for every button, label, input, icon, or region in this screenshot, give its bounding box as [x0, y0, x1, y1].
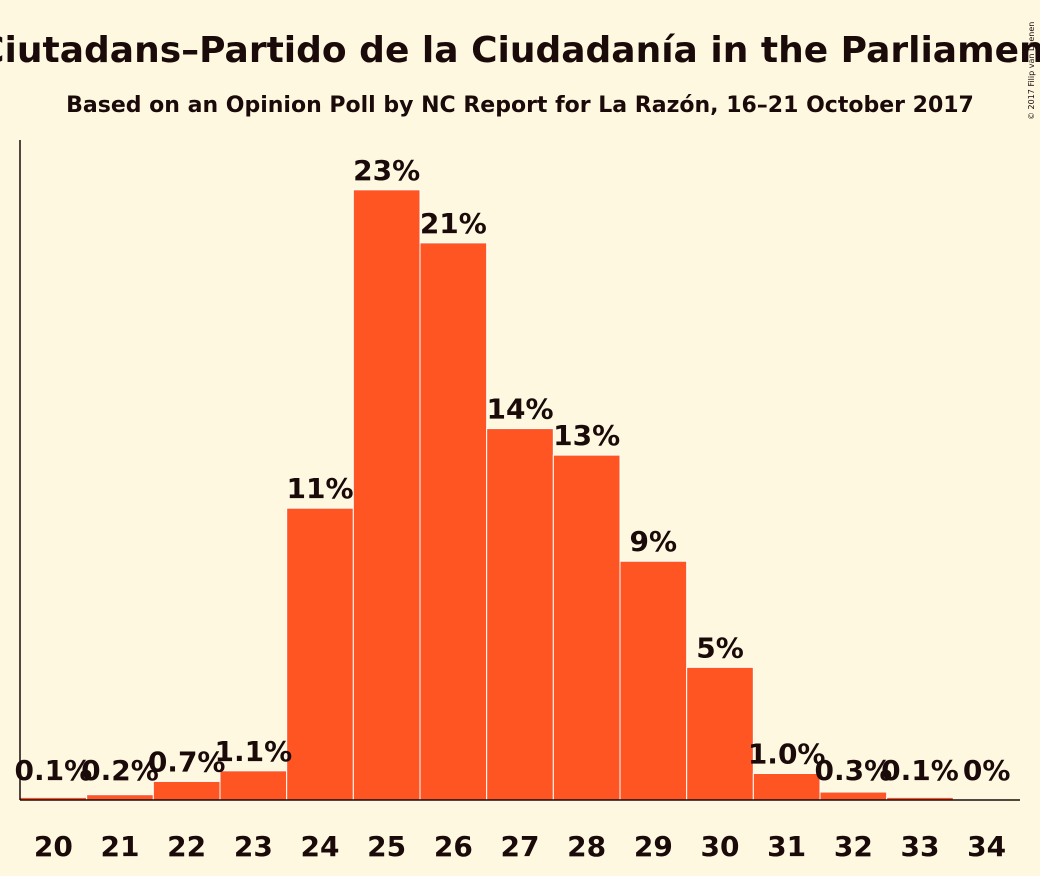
data-label-21: 0.2%	[81, 754, 159, 787]
data-label-30: 5%	[696, 631, 744, 664]
bar-27	[486, 428, 554, 801]
bar-21	[86, 794, 154, 801]
x-tick-23: 23	[234, 830, 273, 863]
x-tick-27: 27	[501, 830, 540, 863]
data-label-20: 0.1%	[15, 754, 93, 787]
data-label-23: 1.1%	[215, 735, 293, 768]
bar-28	[552, 454, 621, 801]
data-label-32: 0.3%	[815, 754, 893, 787]
data-label-34: 0%	[963, 754, 1011, 787]
x-tick-30: 30	[701, 830, 740, 863]
x-tick-26: 26	[434, 830, 473, 863]
data-label-22: 0.7%	[148, 745, 226, 778]
x-tick-21: 21	[101, 830, 140, 863]
x-tick-34: 34	[967, 830, 1006, 863]
x-tick-20: 20	[34, 830, 73, 863]
x-tick-24: 24	[301, 830, 340, 863]
bar-32	[819, 791, 888, 801]
x-tick-22: 22	[167, 830, 206, 863]
bar-25	[352, 189, 421, 801]
data-labels-layer: 0.1%0.2%0.7%1.1%11%23%21%14%13%9%5%1.0%0…	[15, 154, 1011, 787]
bar-22	[152, 780, 221, 801]
data-label-25: 23%	[353, 154, 420, 187]
data-label-31: 1.0%	[748, 737, 826, 770]
bar-23	[219, 770, 288, 801]
data-label-26: 21%	[420, 207, 487, 240]
x-tick-32: 32	[834, 830, 873, 863]
chart-subtitle: Based on an Opinion Poll by NC Report fo…	[66, 93, 974, 118]
bar-31	[752, 772, 821, 801]
chart-title: Ciutadans–Partido de la Ciudadanía in th…	[0, 30, 1040, 71]
x-tick-25: 25	[367, 830, 406, 863]
x-tick-31: 31	[767, 830, 806, 863]
bar-24	[286, 507, 354, 801]
x-tick-labels-layer: 20 21 22 23 24 25 26 27 28 29 30 31 32 33 34	[34, 830, 1006, 863]
x-tick-28: 28	[567, 830, 606, 863]
data-label-29: 9%	[630, 525, 678, 558]
bar-29	[619, 560, 688, 801]
copyright-text: © 2017 Filip van Laenen	[1027, 22, 1036, 120]
bar-26	[419, 242, 488, 801]
data-label-33: 0.1%	[881, 754, 959, 787]
bars-layer	[19, 189, 954, 801]
bar-30	[686, 666, 754, 801]
x-tick-29: 29	[634, 830, 673, 863]
data-label-28: 13%	[553, 419, 620, 452]
data-label-24: 11%	[286, 472, 353, 505]
data-label-27: 14%	[486, 393, 553, 426]
x-tick-33: 33	[901, 830, 940, 863]
